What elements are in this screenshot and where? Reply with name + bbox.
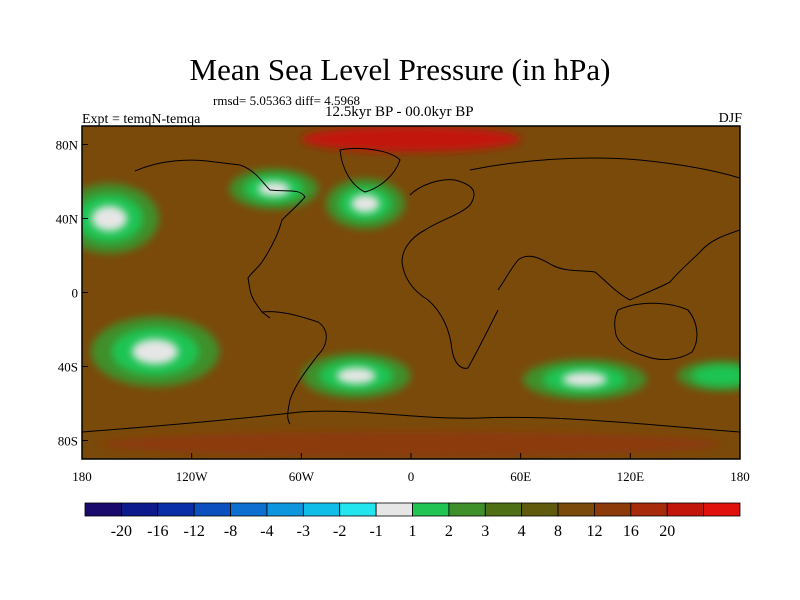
colorbar-swatch-7 xyxy=(339,502,377,517)
anomaly-contour-6-1 xyxy=(691,365,740,386)
lon-tick-label-4: 60E xyxy=(510,469,531,484)
coastline-south-america xyxy=(261,311,327,425)
colorbar-label-8: 1 xyxy=(409,523,417,540)
colorbar xyxy=(84,502,741,517)
coastline-antarctica xyxy=(82,410,740,433)
lon-tick-label-0: 180 xyxy=(72,469,92,484)
anomaly-contour-1-2 xyxy=(132,339,179,365)
colorbar-swatch-10 xyxy=(448,502,486,517)
lat-tick-label-4: 80S xyxy=(58,434,78,449)
lon-tick-label-6: 180 xyxy=(730,469,750,484)
colorbar-swatch-9 xyxy=(412,502,450,517)
map-title: Mean Sea Level Pressure (in hPa) xyxy=(189,52,611,87)
lon-tick-label-5: 120E xyxy=(617,469,645,484)
coastlines xyxy=(82,147,740,433)
lat-tick-label-1: 40N xyxy=(56,212,79,227)
colorbar-swatch-12 xyxy=(521,502,559,517)
colorbar-swatch-15 xyxy=(630,502,668,517)
latitude-axis: 80N 40N 0 40S 80S xyxy=(56,138,88,449)
colorbar-swatch-16 xyxy=(666,502,705,517)
lat-tick-label-2: 0 xyxy=(72,286,79,301)
colorbar-swatch-6 xyxy=(302,502,341,517)
colorbar-label-11: 4 xyxy=(518,523,526,540)
colorbar-swatch-13 xyxy=(557,502,595,517)
pressure-field xyxy=(82,126,740,459)
high-pressure-region-1 xyxy=(100,431,722,458)
colorbar-label-10: 3 xyxy=(481,523,489,540)
colorbar-label-5: -3 xyxy=(297,523,310,540)
anomaly-contour-5-2 xyxy=(562,372,607,387)
colorbar-swatch-17 xyxy=(703,502,741,517)
coastline-asia xyxy=(469,157,740,301)
lat-tick-label-3: 40S xyxy=(58,360,78,375)
colorbar-label-13: 12 xyxy=(586,523,602,540)
colorbar-label-12: 8 xyxy=(554,523,562,540)
colorbar-swatch-8 xyxy=(375,502,413,517)
colorbar-label-7: -1 xyxy=(369,523,382,540)
lat-tick-label-0: 80N xyxy=(56,138,79,153)
anomaly-contour-3-2 xyxy=(257,181,290,197)
coastline-europe-africa xyxy=(401,179,499,369)
coastline-greenland xyxy=(339,147,401,193)
colorbar-label-15: 20 xyxy=(659,523,675,540)
colorbar-label-4: -4 xyxy=(260,523,273,540)
field-background xyxy=(82,126,740,459)
longitude-axis: 180 120W 60W 0 60E 120E 180 xyxy=(72,453,750,484)
lon-tick-label-2: 60W xyxy=(289,469,315,484)
colorbar-label-14: 16 xyxy=(623,523,639,540)
anomaly-contour-2-2 xyxy=(351,194,380,213)
colorbar-label-6: -2 xyxy=(333,523,346,540)
colorbar-swatch-4 xyxy=(230,502,268,517)
colorbar-swatch-14 xyxy=(594,502,632,517)
lon-tick-label-3: 0 xyxy=(408,469,415,484)
anomaly-contour-4-2 xyxy=(336,367,376,384)
coastline-north-america xyxy=(134,159,306,319)
season-label: DJF xyxy=(718,111,742,126)
colorbar-swatch-5 xyxy=(266,502,304,517)
colorbar-swatch-2 xyxy=(157,502,195,517)
colorbar-label-1: -16 xyxy=(147,523,168,540)
colorbar-labels: -20 -16 -12 -8 -4 -3 -2 -1 1 2 3 4 8 12 16 20 xyxy=(111,523,675,540)
colorbar-swatch-1 xyxy=(120,502,159,517)
statistics-label: rmsd= 5.05363 diff= 4.5968 xyxy=(213,93,360,108)
colorbar-swatch-0 xyxy=(84,502,122,517)
colorbar-label-0: -20 xyxy=(111,523,132,540)
colorbar-swatch-3 xyxy=(193,502,231,517)
lon-tick-label-1: 120W xyxy=(176,469,209,484)
colorbar-label-2: -12 xyxy=(184,523,205,540)
colorbar-label-3: -8 xyxy=(224,523,237,540)
colorbar-swatch-11 xyxy=(484,502,523,517)
coastline-australia xyxy=(614,302,698,360)
experiment-label: Expt = temqN-temqa xyxy=(82,112,201,127)
anomaly-contour-0-2 xyxy=(91,205,128,232)
colorbar-label-9: 2 xyxy=(445,523,453,540)
high-pressure-region-0 xyxy=(301,126,521,152)
period-label: 12.5kyr BP - 00.0kyr BP xyxy=(325,104,474,120)
